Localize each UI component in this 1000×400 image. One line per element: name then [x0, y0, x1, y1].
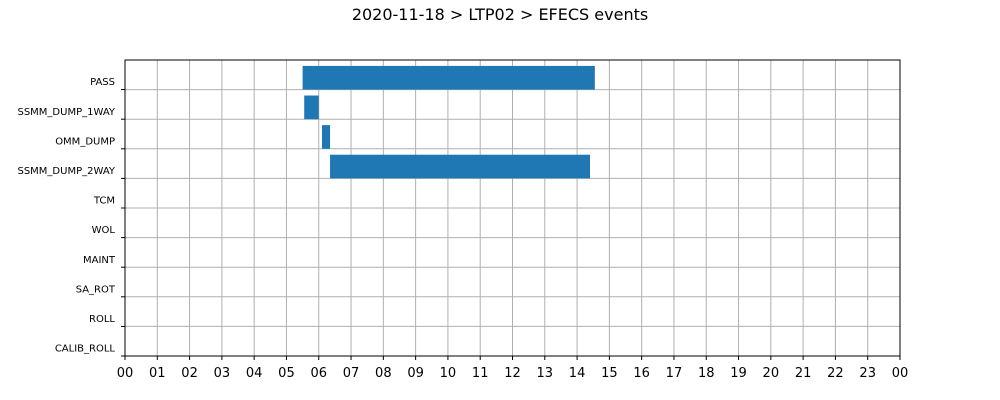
x-tick-label: 11: [472, 366, 489, 381]
x-tick-label: 08: [375, 366, 392, 381]
x-tick-label: 04: [246, 366, 263, 381]
x-tick-label: 20: [763, 366, 780, 381]
y-tick-label: SSMM_DUMP_1WAY: [17, 107, 115, 118]
chart-title: 2020-11-18 > LTP02 > EFECS events: [351, 5, 649, 24]
x-tick-label: 01: [149, 366, 166, 381]
x-tick-label: 07: [343, 366, 360, 381]
x-tick-label: 00: [892, 366, 909, 381]
x-tick-label: 03: [214, 366, 231, 381]
x-tick-label: 05: [278, 366, 295, 381]
x-tick-label: 02: [181, 366, 198, 381]
y-tick-label: MAINT: [83, 255, 116, 266]
x-tick-label: 06: [310, 366, 327, 381]
x-tick-label: 14: [569, 366, 586, 381]
event-bar-ssmm-dump-1way: [304, 95, 319, 120]
event-bar-omm-dump: [321, 125, 331, 149]
y-tick-label: OMM_DUMP: [55, 136, 115, 147]
x-tick-label: 12: [504, 366, 521, 381]
y-tick-label: CALIB_ROLL: [55, 344, 116, 355]
x-tick-label: 21: [795, 366, 812, 381]
x-tick-label: 22: [827, 366, 844, 381]
x-tick-label: 16: [633, 366, 650, 381]
x-tick-label: 00: [117, 366, 134, 381]
x-tick-label: 18: [698, 366, 715, 381]
y-tick-label: SSMM_DUMP_2WAY: [17, 166, 115, 177]
x-tick-label: 13: [537, 366, 554, 381]
event-bar-ssmm-dump-2way: [330, 154, 590, 179]
x-tick-label: 23: [859, 366, 876, 381]
x-tick-label: 10: [440, 366, 457, 381]
y-tick-label: SA_ROT: [76, 284, 116, 295]
x-tick-label: 09: [407, 366, 424, 381]
event-bar-pass: [302, 65, 595, 90]
x-tick-label: 17: [666, 366, 683, 381]
x-tick-label: 15: [601, 366, 618, 381]
y-tick-label: PASS: [90, 77, 115, 88]
y-tick-label: WOL: [92, 225, 116, 236]
y-tick-label: ROLL: [89, 314, 115, 325]
x-tick-label: 19: [730, 366, 747, 381]
y-tick-label: TCM: [93, 196, 115, 207]
